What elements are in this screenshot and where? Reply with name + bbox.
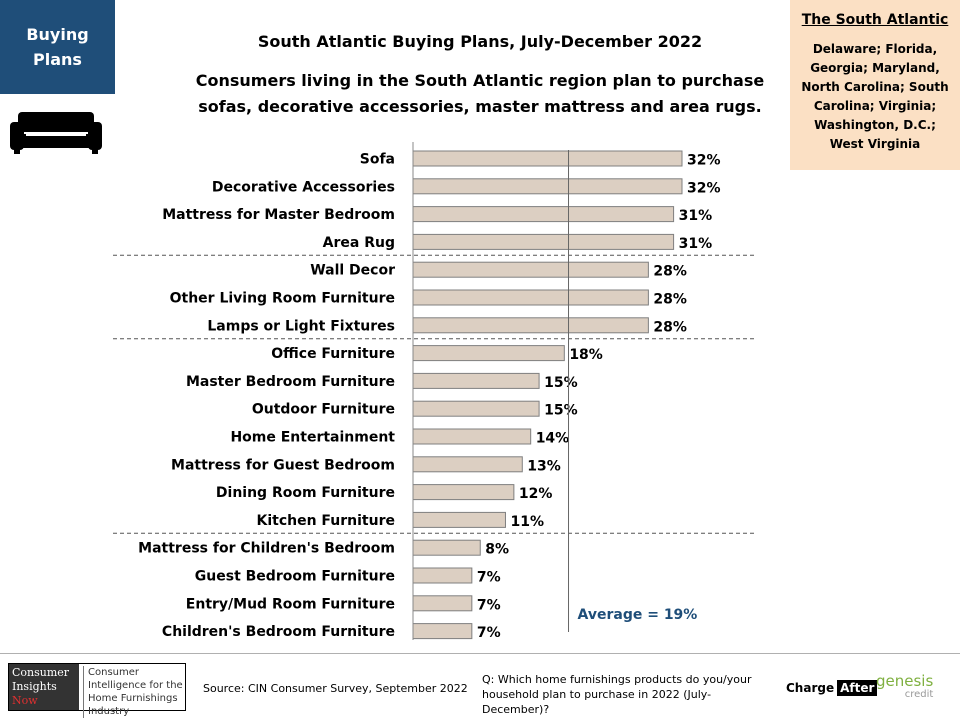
category-label: Guest Bedroom Furniture: [195, 569, 395, 585]
data-label: 28%: [653, 264, 687, 280]
data-label: 13%: [527, 458, 561, 474]
chart-title: South Atlantic Buying Plans, July-Decemb…: [257, 32, 703, 51]
region-line: North Carolina; South: [801, 80, 949, 94]
category-label: Home Entertainment: [230, 430, 395, 446]
bar: [412, 595, 473, 612]
sofa-icon: [10, 112, 102, 154]
category-label: Dining Room Furniture: [216, 485, 395, 501]
category-label: Other Living Room Furniture: [170, 291, 395, 307]
data-label: 11%: [510, 514, 544, 530]
logo-word: Insights: [12, 680, 57, 693]
region-line: Georgia; Maryland,: [810, 61, 940, 75]
data-label: 32%: [687, 180, 721, 196]
logo-word: Now: [12, 694, 38, 707]
data-label: 32%: [687, 153, 721, 169]
cin-logo: Consumer Insights Now Consumer Intellige…: [8, 663, 186, 718]
average-label: Average = 19%: [578, 607, 698, 623]
data-label: 28%: [653, 292, 687, 308]
data-label: 18%: [569, 347, 603, 363]
bar: [412, 345, 565, 362]
bar: [412, 206, 675, 223]
buying-plans-tag: Buying Plans: [0, 0, 115, 94]
data-label: 28%: [653, 319, 687, 335]
category-label: Kitchen Furniture: [256, 513, 395, 529]
subtitle-line-2: sofas, decorative accessories, master ma…: [198, 97, 762, 116]
bar: [412, 623, 473, 640]
data-label: 7%: [477, 570, 501, 586]
survey-question: Q: Which home furnishings products do yo…: [482, 673, 752, 716]
bar: [412, 233, 675, 250]
bar: [412, 261, 649, 278]
bar: [412, 317, 649, 334]
credit-word: credit: [904, 689, 934, 700]
bar: [412, 484, 515, 501]
region-list: Delaware; Florida, Georgia; Maryland, No…: [796, 40, 954, 154]
data-label: 15%: [544, 403, 578, 419]
data-label: 15%: [544, 375, 578, 391]
category-label: Decorative Accessories: [212, 179, 395, 195]
data-label: 7%: [477, 625, 501, 640]
after-word: After: [837, 680, 878, 696]
bar: [412, 372, 540, 389]
logo-word: Consumer: [12, 666, 70, 679]
genesis-word: genesis: [876, 672, 934, 690]
category-label: Lamps or Light Fixtures: [207, 318, 395, 334]
category-label: Outdoor Furniture: [252, 402, 395, 418]
bar: [412, 150, 683, 167]
cin-logo-mark: Consumer Insights Now: [9, 664, 79, 710]
bar: [412, 428, 532, 445]
genesis-credit-logo: genesis credit: [876, 674, 933, 702]
category-label: Master Bedroom Furniture: [186, 374, 395, 390]
bar: [412, 539, 481, 556]
bar: [412, 456, 523, 473]
region-line: Delaware; Florida,: [812, 42, 938, 56]
category-label: Entry/Mud Room Furniture: [186, 596, 395, 612]
source-note: Source: CIN Consumer Survey, September 2…: [203, 682, 468, 695]
category-label: Office Furniture: [271, 346, 395, 362]
cin-logo-tagline: Consumer Intelligence for the Home Furni…: [83, 666, 185, 718]
region-box: The South Atlantic Delaware; Florida, Ge…: [790, 0, 960, 170]
data-label: 7%: [477, 597, 501, 613]
data-label: 31%: [679, 208, 713, 224]
category-label: Children's Bedroom Furniture: [162, 624, 395, 640]
category-label: Area Rug: [323, 235, 395, 251]
footer-divider: [0, 653, 960, 654]
region-line: Carolina; Virginia;: [813, 99, 937, 113]
bar: [412, 289, 649, 306]
category-label: Mattress for Master Bedroom: [162, 207, 395, 223]
bar: [412, 400, 540, 417]
region-title: The South Atlantic: [801, 12, 949, 28]
bar: [412, 567, 473, 584]
category-label: Sofa: [360, 152, 395, 168]
chargeafter-logo: Charge After: [786, 680, 878, 696]
data-label: 12%: [519, 486, 553, 502]
data-label: 31%: [679, 236, 713, 252]
tag-line-2: Plans: [33, 50, 82, 69]
bar: [412, 511, 506, 528]
data-label: 8%: [485, 542, 509, 558]
chart-subtitle: Consumers living in the South Atlantic r…: [170, 68, 790, 120]
category-label: Wall Decor: [310, 263, 395, 279]
region-line: Washington, D.C.;: [814, 118, 936, 132]
category-label: Mattress for Guest Bedroom: [171, 457, 395, 473]
region-line: West Virginia: [829, 137, 921, 151]
subtitle-line-1: Consumers living in the South Atlantic r…: [195, 71, 765, 90]
tag-line-1: Buying: [26, 25, 89, 44]
data-label: 14%: [536, 431, 570, 447]
charge-word: Charge: [786, 681, 835, 695]
bar-chart: Sofa 32% Decorative Accessories 32% Mattress…: [113, 142, 755, 640]
category-label: Mattress for Children's Bedroom: [138, 541, 395, 557]
bar: [412, 178, 683, 195]
